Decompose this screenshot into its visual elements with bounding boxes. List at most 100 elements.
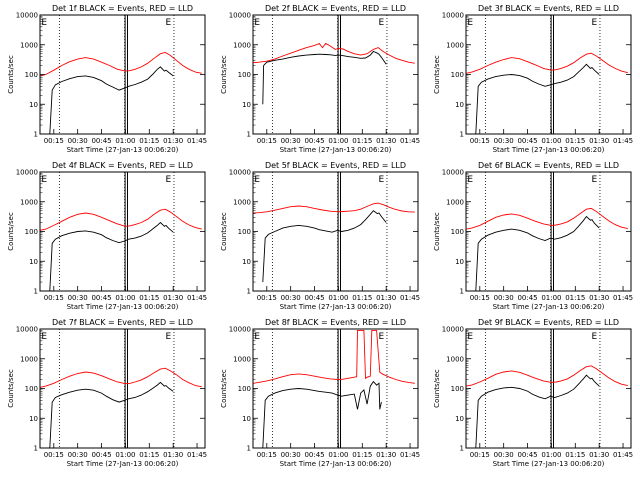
panel-2-ytick-label-2: 10: [242, 101, 251, 109]
panel-9-xtick-label-2: 00:30: [494, 451, 514, 459]
panel-2-xtick-label-3: 00:45: [304, 137, 324, 145]
panel-4-xtick-label-1: 00:15: [44, 294, 64, 302]
panel-2-xtick-label-4: 01:00: [328, 137, 348, 145]
panel-2-frame: [252, 14, 419, 135]
panel-3-xtick-label-7: 01:45: [613, 137, 633, 145]
panel-8-ytick-label-3: 100: [238, 385, 251, 393]
panel-9-frame: [465, 328, 632, 449]
panel-1-ytick-label-2: 10: [29, 101, 38, 109]
panel-9-ytick-label-1: 1: [460, 445, 464, 453]
panel-6-xtick-label-7: 01:45: [613, 294, 633, 302]
panel-6-marker-1: E: [467, 175, 473, 185]
panel-7-ytick-label-1: 1: [34, 445, 38, 453]
panel-3-xtick-label-3: 00:45: [517, 137, 537, 145]
panel-8-ylabel: Counts/sec: [220, 369, 228, 408]
panel-2-ytick-label-4: 1000: [233, 41, 251, 49]
panel-3-series-lld: [466, 52, 628, 74]
panel-7-marker-2: E: [166, 332, 172, 342]
panel-7-series-events: [49, 381, 174, 448]
panel-7-ytick-label-5: 10000: [16, 326, 38, 334]
panel-8-xtick-label-4: 01:00: [328, 451, 348, 459]
panel-3-marker-2: E: [592, 18, 598, 28]
panel-6: Det 6f BLACK = Events, RED = LLD 1 10 100 10…: [433, 161, 633, 311]
panel-5: Det 5f BLACK = Events, RED = LLD 1 10 100 10…: [220, 161, 420, 311]
panel-1-marker-1: E: [41, 18, 47, 28]
panel-8-xtick-label-7: 01:45: [400, 451, 420, 459]
panel-8-xtick-label-5: 01:15: [352, 451, 372, 459]
panel-1-xtick-label-4: 01:00: [115, 137, 135, 145]
panel-8-ytick-label-2: 10: [242, 415, 251, 423]
panel-3-ytick-label-4: 1000: [446, 41, 464, 49]
panel-7-xtick-label-3: 00:45: [91, 451, 111, 459]
panel-9-marker-1: E: [467, 332, 473, 342]
panel-5-ytick-label-2: 10: [242, 258, 251, 266]
panel-3: Det 3f BLACK = Events, RED = LLD 1 10 100 10…: [433, 4, 633, 154]
panel-4-title: Det 4f BLACK = Events, RED = LLD: [52, 161, 193, 170]
panel-3-marker-1: E: [467, 18, 473, 28]
panel-1-xtick-label-1: 00:15: [44, 137, 64, 145]
panel-4-xlabel: Start Time (27-Jan-13 00:06:20): [67, 303, 179, 311]
panel-9-ytick-label-2: 10: [455, 415, 464, 423]
panel-2-title: Det 2f BLACK = Events, RED = LLD: [265, 4, 406, 13]
panel-6-xtick-label-5: 01:15: [565, 294, 585, 302]
panel-9-xtick-label-5: 01:15: [565, 451, 585, 459]
panel-4-series-events: [49, 221, 174, 291]
panel-5-xtick-label-6: 01:30: [376, 294, 396, 302]
panel-9-ytick-label-3: 100: [451, 385, 464, 393]
panel-5-xtick-label-2: 00:30: [281, 294, 301, 302]
panel-6-ytick-label-3: 100: [451, 228, 464, 236]
panel-6-ytick-label-4: 1000: [446, 198, 464, 206]
panel-5-xtick-label-4: 01:00: [328, 294, 348, 302]
panel-6-xtick-label-4: 01:00: [541, 294, 561, 302]
panel-5-series-lld: [253, 202, 415, 214]
panel-8: Det 8f BLACK = Events, RED = LLD 1 10 100 10…: [220, 318, 420, 468]
panel-1-ytick-label-3: 100: [25, 71, 38, 79]
panel-3-xtick-label-6: 01:30: [589, 137, 609, 145]
panel-4-ytick-label-1: 1: [34, 288, 38, 296]
panel-1-ytick-label-1: 1: [34, 131, 38, 139]
panel-4-xtick-label-4: 01:00: [115, 294, 135, 302]
panel-4-ytick-label-2: 10: [29, 258, 38, 266]
panel-4-xtick-label-7: 01:45: [187, 294, 207, 302]
panel-7: Det 7f BLACK = Events, RED = LLD 1 10 100 10…: [7, 318, 207, 468]
panel-7-title: Det 7f BLACK = Events, RED = LLD: [52, 318, 193, 327]
panel-1-xtick-label-5: 01:15: [139, 137, 159, 145]
panel-4-frame: [39, 171, 206, 292]
panel-7-xtick-label-7: 01:45: [187, 451, 207, 459]
panel-6-ylabel: Counts/sec: [433, 212, 441, 251]
panel-8-ytick-label-4: 1000: [233, 355, 251, 363]
panel-1-xlabel: Start Time (27-Jan-13 00:06:20): [67, 146, 179, 154]
panel-6-series-lld: [466, 207, 628, 230]
panel-1-ytick-label-4: 1000: [20, 41, 38, 49]
panel-6-xtick-label-6: 01:30: [589, 294, 609, 302]
panel-3-xlabel: Start Time (27-Jan-13 00:06:20): [493, 146, 605, 154]
panel-1-series-events: [49, 66, 174, 134]
panel-6-series-events: [475, 215, 600, 291]
panel-7-ytick-label-2: 10: [29, 415, 38, 423]
panel-4-marker-2: E: [166, 175, 172, 185]
panel-5-xtick-label-7: 01:45: [400, 294, 420, 302]
panel-2: Det 2f BLACK = Events, RED = LLD 1 10 100 10…: [220, 4, 420, 154]
panel-6-xtick-label-1: 00:15: [470, 294, 490, 302]
panel-5-ylabel: Counts/sec: [220, 212, 228, 251]
panel-3-ylabel: Counts/sec: [433, 55, 441, 94]
panel-5-xtick-label-1: 00:15: [257, 294, 277, 302]
panel-4-xtick-label-6: 01:30: [163, 294, 183, 302]
panel-2-xtick-label-6: 01:30: [376, 137, 396, 145]
panel-4-ytick-label-4: 1000: [20, 198, 38, 206]
panel-2-marker-1: E: [254, 18, 260, 28]
panel-1-marker-2: E: [166, 18, 172, 28]
panel-3-ytick-label-2: 10: [455, 101, 464, 109]
panel-9-ytick-label-4: 1000: [446, 355, 464, 363]
panel-3-series-events: [475, 63, 600, 134]
panel-8-series-events: [262, 380, 382, 448]
panel-9-title: Det 9f BLACK = Events, RED = LLD: [478, 318, 619, 327]
panel-2-xtick-label-1: 00:15: [257, 137, 277, 145]
panel-3-ytick-label-5: 10000: [442, 12, 464, 20]
panel-4-ylabel: Counts/sec: [7, 212, 15, 251]
panel-2-marker-2: E: [379, 18, 385, 28]
panel-9: Det 9f BLACK = Events, RED = LLD 1 10 100 10…: [433, 318, 633, 468]
panel-9-ytick-label-5: 10000: [442, 326, 464, 334]
panel-3-xtick-label-4: 01:00: [541, 137, 561, 145]
